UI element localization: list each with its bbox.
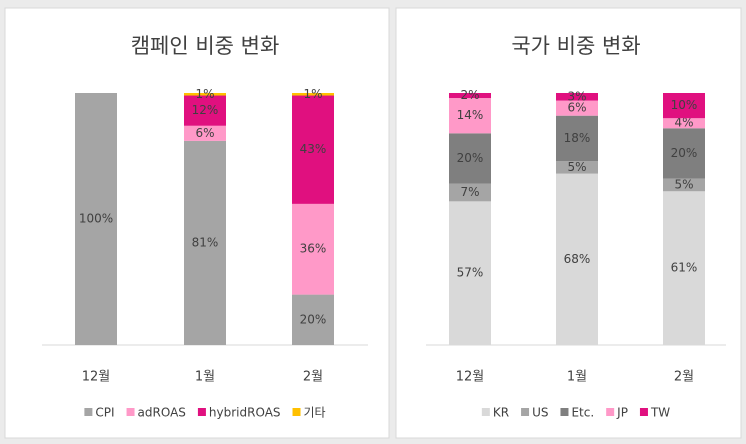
legend-label: US xyxy=(532,406,548,420)
bar-segment xyxy=(449,201,491,345)
x-tick-label: 2월 xyxy=(303,370,323,385)
legend-label: JP xyxy=(616,406,628,420)
legend-swatch xyxy=(84,408,93,416)
data-label: 20% xyxy=(671,146,698,160)
x-tick-label: 12월 xyxy=(82,370,111,385)
legend-swatch xyxy=(197,408,206,416)
legend-label: adROAS xyxy=(138,406,186,420)
chart-title: 국가 비중 변화 xyxy=(511,34,640,58)
x-tick-label: 1월 xyxy=(567,370,587,385)
data-label: 4% xyxy=(674,116,693,130)
bar-segment xyxy=(556,173,598,345)
bar-segment xyxy=(556,100,598,116)
legend-label: 기타 xyxy=(304,406,326,420)
data-label: 2% xyxy=(460,88,479,102)
legend-label: hybridROAS xyxy=(209,406,281,420)
data-label: 1% xyxy=(195,87,214,101)
bar-segment xyxy=(449,98,491,134)
data-label: 1% xyxy=(303,87,322,101)
data-label: 5% xyxy=(567,160,586,174)
bar-segment xyxy=(663,118,705,129)
bar-segment xyxy=(556,161,598,174)
bar-segment xyxy=(556,115,598,162)
bar-segment xyxy=(184,125,226,141)
data-label: 100% xyxy=(79,212,113,226)
bar-segment xyxy=(449,133,491,184)
data-label: 6% xyxy=(195,126,214,140)
bar-segment xyxy=(292,294,334,345)
data-label: 3% xyxy=(567,89,586,103)
bar-segment xyxy=(184,95,226,126)
data-label: 43% xyxy=(300,142,327,156)
x-tick-label: 2월 xyxy=(674,370,694,385)
bar-segment xyxy=(663,178,705,192)
legend-swatch xyxy=(126,408,135,416)
legend-swatch xyxy=(521,408,530,416)
legend-swatch xyxy=(639,408,648,416)
bar-segment xyxy=(556,93,598,101)
bar-segment xyxy=(292,203,334,295)
data-label: 61% xyxy=(671,261,698,275)
data-label: 6% xyxy=(567,101,586,115)
bar-segment xyxy=(663,191,705,345)
x-tick-label: 1월 xyxy=(195,370,215,385)
legend-label: TW xyxy=(650,406,670,420)
legend-swatch xyxy=(481,408,490,416)
bar-segment xyxy=(292,93,334,96)
data-label: 57% xyxy=(457,266,484,280)
legend-swatch xyxy=(560,408,569,416)
data-label: 14% xyxy=(457,108,484,122)
data-label: 12% xyxy=(192,103,219,117)
bar-segment xyxy=(663,93,705,119)
data-label: 20% xyxy=(457,151,484,165)
bar-segment xyxy=(184,140,226,345)
data-label: 36% xyxy=(300,242,327,256)
data-label: 20% xyxy=(300,312,327,326)
bar-segment xyxy=(292,95,334,204)
data-label: 68% xyxy=(564,252,591,266)
chart-title: 캠페인 비중 변화 xyxy=(131,34,280,58)
data-label: 18% xyxy=(564,131,591,145)
legend-swatch xyxy=(606,408,615,416)
data-label: 81% xyxy=(192,235,219,249)
bar-segment xyxy=(449,93,491,99)
bar-segment xyxy=(663,128,705,179)
bar-segment xyxy=(184,93,226,96)
data-label: 7% xyxy=(460,185,479,199)
bar-segment xyxy=(75,93,117,345)
bar-segment xyxy=(449,183,491,202)
data-label: 5% xyxy=(674,177,693,191)
data-label: 10% xyxy=(671,98,698,112)
legend-label: CPI xyxy=(95,406,114,420)
x-tick-label: 12월 xyxy=(456,370,485,385)
legend-label: KR xyxy=(493,406,509,420)
legend-swatch xyxy=(292,408,301,416)
legend-label: Etc. xyxy=(571,406,594,420)
